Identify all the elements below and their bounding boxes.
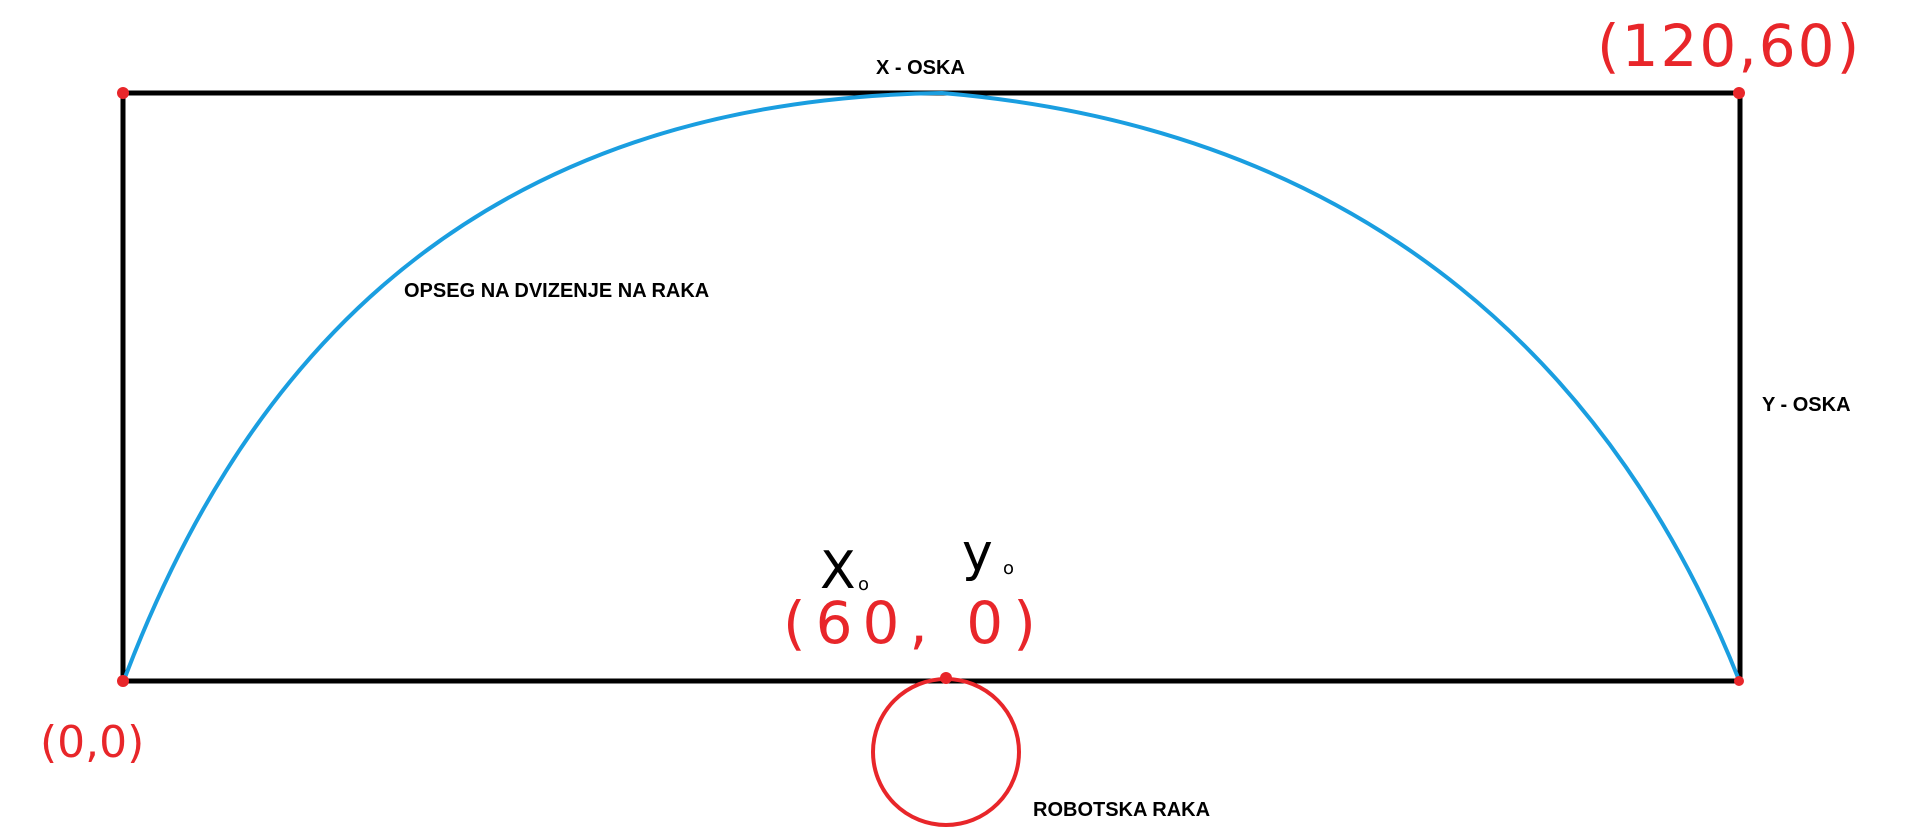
robot-arm-label: ROBOTSKA RAKA [1033,799,1210,821]
y-axis-label: Y - OSKA [1762,394,1851,416]
top-left-point [117,87,129,99]
top-right-point [1733,87,1745,99]
x0-variable: X [820,541,856,601]
origin-coordinate: (0,0) [40,717,144,768]
top-right-coordinate: (120,60) [1597,12,1861,80]
bottom-right-point [1734,676,1744,686]
arm-base-coordinate: (60, 0) [783,589,1046,657]
x0-subscript: o [858,574,869,595]
y0-variable: y [962,523,993,583]
motion-range-arc [122,90,1741,681]
arc-label: OPSEG NA DVIZENJE NA RAKA [404,280,709,302]
x-axis-label: X - OSKA [876,57,965,79]
y0-subscript: o [1003,558,1014,579]
robot-arm-circle [871,677,1021,827]
origin-point [117,675,129,687]
